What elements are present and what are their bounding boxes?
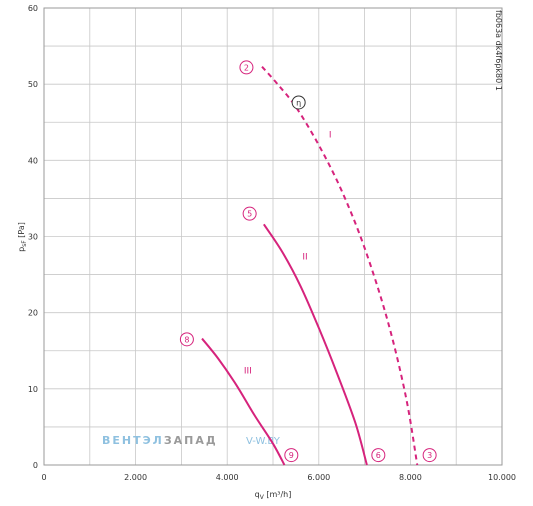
marker-label: 2: [244, 63, 249, 72]
marker-circle: [291, 95, 306, 110]
y-axis-label-unit: [Pa]: [17, 222, 26, 240]
series-line-II: [263, 223, 368, 466]
series-label-I: I: [329, 130, 332, 140]
marker-circle: [239, 60, 254, 75]
marker-circle: [422, 448, 437, 463]
marker-9: 9: [284, 448, 299, 463]
x-tick-label: 6.000: [307, 473, 330, 482]
watermark: ВЕНТЭЛЗАПАД V-W.BY: [102, 434, 281, 447]
x-axis-label-unit: [m³/h]: [264, 490, 292, 499]
marker-3: 3: [422, 448, 437, 463]
y-tick-label: 30: [28, 233, 38, 242]
marker-circle: [284, 448, 299, 463]
x-tick-label: 10.000: [488, 473, 516, 482]
x-tick-label: 2.000: [124, 473, 147, 482]
y-axis-label-main: p: [17, 247, 26, 252]
x-tick-label: 0: [41, 473, 46, 482]
y-axis-ticks: 0 10 20 30 40 50 60: [28, 4, 38, 470]
marker-label: 6: [376, 451, 381, 460]
y-tick-label: 60: [28, 4, 38, 13]
y-tick-label: 50: [28, 80, 38, 89]
plot-frame: [43, 7, 503, 466]
watermark-site: V-W.BY: [246, 436, 281, 447]
svg-text:ВЕНТЭЛЗАПАД: ВЕНТЭЛЗАПАД: [102, 434, 218, 447]
series-label-II: II: [302, 252, 307, 262]
marker-5: 5: [242, 206, 257, 221]
series-line-I: [261, 65, 419, 466]
watermark-part1: ВЕНТЭЛ: [102, 434, 164, 447]
marker-8: 8: [179, 332, 194, 347]
y-axis-label-sub: sF: [21, 240, 28, 247]
y-tick-label: 20: [28, 309, 38, 318]
marker-6: 6: [371, 448, 386, 463]
y-tick-label: 0: [33, 461, 38, 470]
y-tick-label: 10: [28, 385, 38, 394]
marker-label: 5: [247, 210, 252, 219]
marker-label: η: [296, 98, 301, 107]
y-tick-label: 40: [28, 156, 38, 165]
marker-2: 2: [239, 60, 254, 75]
side-code-label: fb063a dk4f6pk80 1: [494, 10, 503, 91]
x-axis-label-sub: V: [260, 494, 265, 501]
x-tick-label: 8.000: [399, 473, 422, 482]
marker-circle: [242, 206, 257, 221]
x-axis-label-main: q: [255, 490, 260, 499]
marker-η: η: [291, 95, 306, 110]
marker-circle: [371, 448, 386, 463]
marker-circle: [179, 332, 194, 347]
x-axis-label: qV [m³/h]: [255, 490, 292, 501]
watermark-part2: ЗАПАД: [164, 434, 218, 447]
marker-label: 9: [289, 451, 294, 460]
y-axis-label: psF [Pa]: [17, 222, 28, 252]
marker-label: 3: [427, 451, 432, 460]
x-axis-ticks: 0 2.000 4.000 6.000 8.000 10.000: [41, 473, 516, 482]
marker-label: 8: [184, 335, 189, 344]
series-label-III: III: [244, 367, 252, 377]
series-line-III: [201, 337, 286, 466]
markers-group: 2 η 5 8 9 6 3: [179, 60, 437, 463]
x-tick-label: 4.000: [216, 473, 239, 482]
